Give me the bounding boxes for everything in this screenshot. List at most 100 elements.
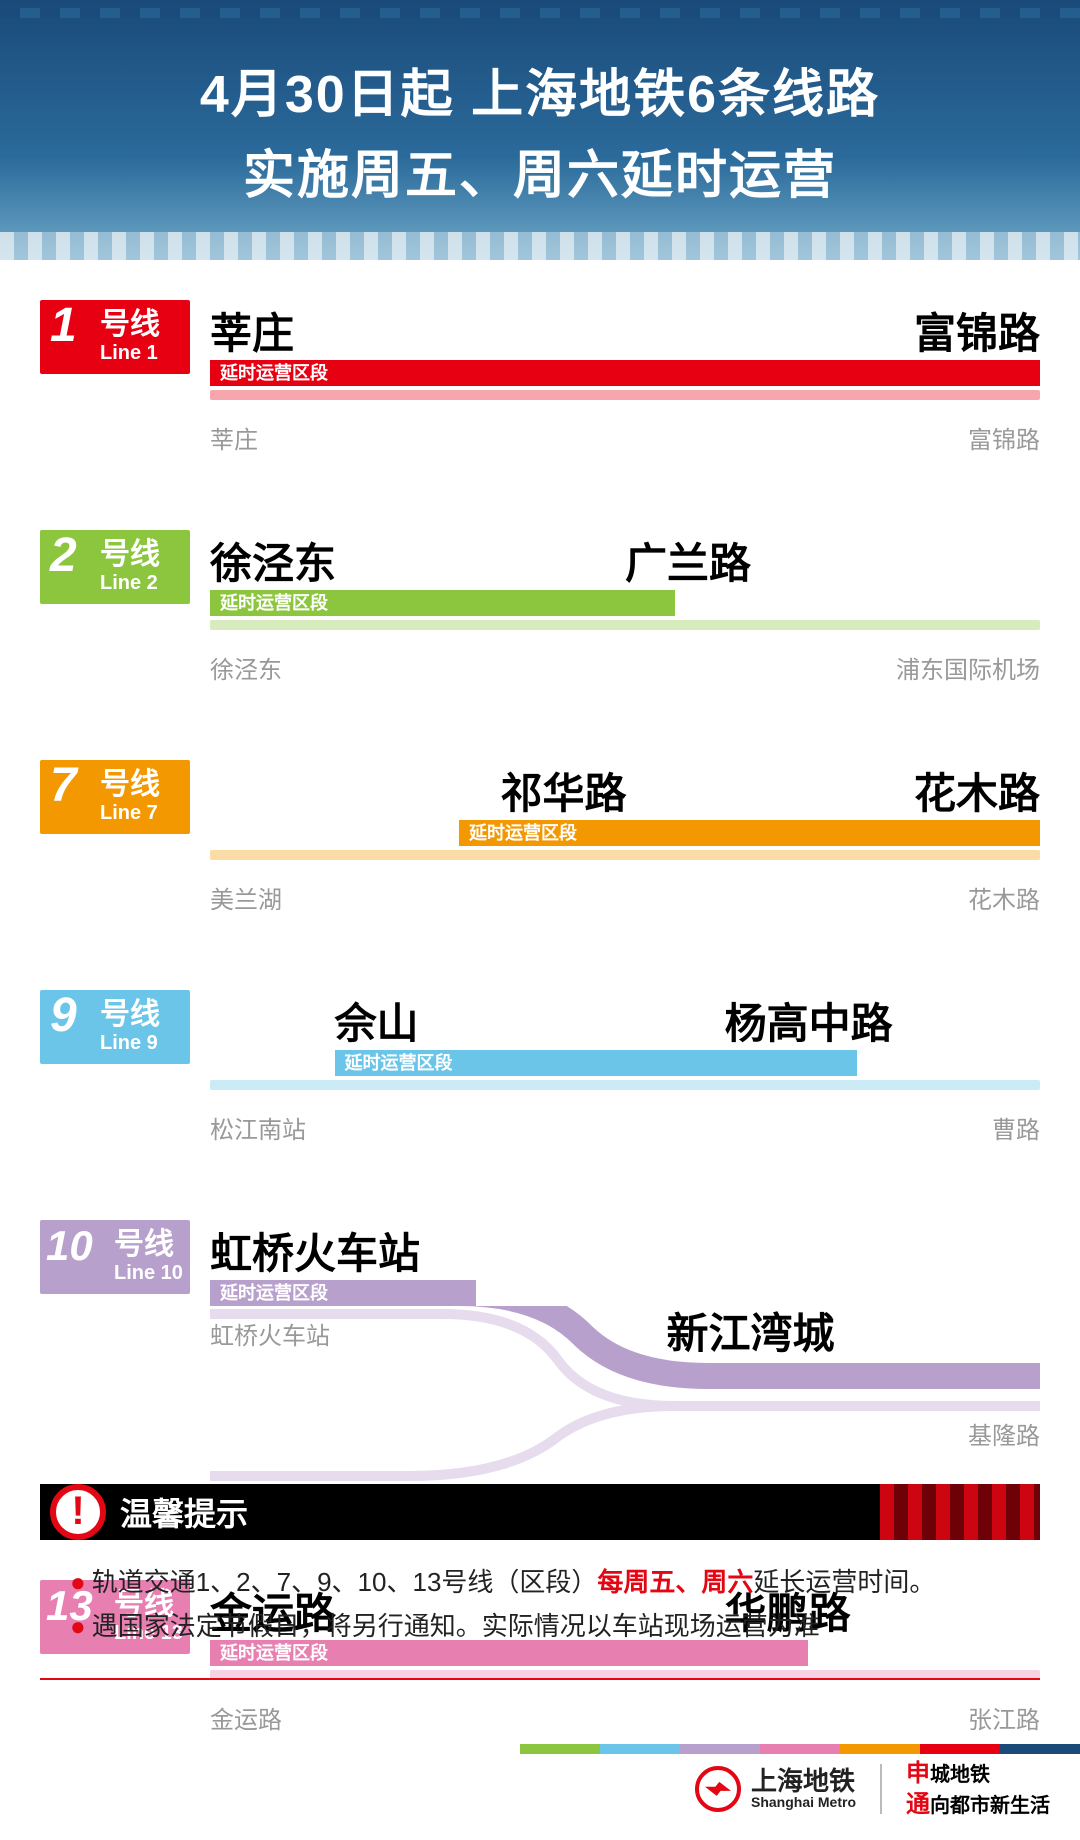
ext-segment-label: 延时运营区段 xyxy=(459,820,587,846)
header-title-line2: 实施周五、周六延时运营 xyxy=(243,133,837,208)
line-row-9: 9号线Line 9佘山杨高中路延时运营区段松江南站曹路 xyxy=(40,990,1040,1150)
bullet-dot-icon: ● xyxy=(70,1611,86,1641)
full-line-bar xyxy=(210,1080,1040,1090)
line-row-7: 7号线Line 7祁华路花木路延时运营区段美兰湖花木路 xyxy=(40,760,1040,920)
line-diagram: 莘庄富锦路延时运营区段莘庄富锦路 xyxy=(210,300,1040,460)
ext-segment-label: 延时运营区段 xyxy=(210,360,338,386)
bullet-dot-icon: ● xyxy=(70,1567,86,1597)
line-cn: 号线 xyxy=(100,770,190,800)
alert-icon: ! xyxy=(50,1484,106,1540)
notice-text: 轨道交通1、2、7、9、10、13号线（区段） xyxy=(92,1567,598,1597)
line-number: 2 xyxy=(50,528,77,583)
ext-end-station: 广兰路 xyxy=(625,530,751,591)
full-start-station: 松江南站 xyxy=(210,1110,306,1145)
full-end-station: 浦东国际机场 xyxy=(896,650,1040,685)
full-line-bar xyxy=(210,620,1040,630)
vertical-divider xyxy=(880,1764,882,1814)
branch-diagram xyxy=(210,1306,1040,1506)
full-line-bar xyxy=(210,850,1040,860)
line-en: Line 1 xyxy=(100,342,190,365)
line-badge-9: 9 号线Line 9 xyxy=(40,990,190,1064)
ext-end-station: 花木路 xyxy=(914,760,1040,821)
full-end-station: 基隆路 xyxy=(968,1416,1040,1451)
slogan-char: 通 xyxy=(906,1791,930,1818)
stripe-segment xyxy=(760,1744,840,1754)
notice-bullet-2: ●遇国家法定节假日，将另行通知。实际情况以车站现场运营为准 xyxy=(70,1604,1020,1648)
stripe-segment xyxy=(520,1744,600,1754)
footer-slogan: 申城地铁 通向都市新生活 xyxy=(906,1758,1050,1820)
notice-body: ●轨道交通1、2、7、9、10、13号线（区段）每周五、周六延长运营时间。 ●遇… xyxy=(40,1540,1040,1680)
line-diagram: 虹桥火车站新江湾城延时运营区段虹桥火车站基隆路航中路 xyxy=(210,1220,1040,1480)
line-row-1: 1号线Line 1莘庄富锦路延时运营区段莘庄富锦路 xyxy=(40,300,1040,460)
line-en: Line 7 xyxy=(100,802,190,825)
line-cn: 号线 xyxy=(100,540,190,570)
full-start-station: 虹桥火车站 xyxy=(210,1316,330,1351)
stripe-segment xyxy=(680,1744,760,1754)
line-badge-10: 10 号线Line 10 xyxy=(40,1220,190,1294)
notice-text: 遇国家法定节假日，将另行通知。实际情况以车站现场运营为准 xyxy=(92,1611,820,1641)
stripe-segment xyxy=(920,1744,1000,1754)
notice-text: 延长运营时间。 xyxy=(753,1567,935,1597)
metro-mark-icon xyxy=(695,1766,741,1812)
notice-highlight: 每周五、周六 xyxy=(597,1567,753,1597)
line-number: 1 xyxy=(50,298,77,353)
notice-box: ! 温馨提示 ●轨道交通1、2、7、9、10、13号线（区段）每周五、周六延长运… xyxy=(40,1484,1040,1680)
line-en: Line 10 xyxy=(114,1262,190,1285)
line-bars: 延时运营区段 xyxy=(210,590,1040,634)
full-start-station: 美兰湖 xyxy=(210,880,282,915)
line-cn: 号线 xyxy=(114,1230,190,1260)
line-en: Line 9 xyxy=(100,1032,190,1055)
line-diagram: 佘山杨高中路延时运营区段松江南站曹路 xyxy=(210,990,1040,1150)
full-end-station: 花木路 xyxy=(968,880,1040,915)
ext-start-station: 祁华路 xyxy=(501,760,627,821)
line-badge-2: 2 号线Line 2 xyxy=(40,530,190,604)
line-row-10: 10号线Line 10虹桥火车站新江湾城延时运营区段虹桥火车站基隆路航中路 xyxy=(40,1220,1040,1480)
stripe-segment xyxy=(600,1744,680,1754)
footer: 上海地铁 Shanghai Metro 申城地铁 通向都市新生活 xyxy=(0,1710,1080,1840)
footer-logos: 上海地铁 Shanghai Metro 申城地铁 通向都市新生活 xyxy=(695,1758,1050,1820)
line-number: 9 xyxy=(50,988,77,1043)
line-row-2: 2号线Line 2徐泾东广兰路延时运营区段徐泾东浦东国际机场 xyxy=(40,530,1040,690)
ext-segment-label: 延时运营区段 xyxy=(210,1280,338,1306)
ext-start-station: 莘庄 xyxy=(210,300,294,361)
line-number: 7 xyxy=(50,758,77,813)
line-diagram: 祁华路花木路延时运营区段美兰湖花木路 xyxy=(210,760,1040,920)
full-start-station: 莘庄 xyxy=(210,420,258,455)
line-bars: 延时运营区段虹桥火车站基隆路航中路 xyxy=(210,1280,1040,1480)
ext-end-station: 富锦路 xyxy=(914,300,1040,361)
slogan-char: 申 xyxy=(906,1760,930,1787)
header-banner: 4月30日起 上海地铁6条线路 实施周五、周六延时运营 xyxy=(0,0,1080,260)
metro-logo-text: 上海地铁 Shanghai Metro xyxy=(751,1767,856,1811)
brand-en: Shanghai Metro xyxy=(751,1795,856,1810)
ext-segment-label: 延时运营区段 xyxy=(210,590,338,616)
slogan-text: 向都市新生活 xyxy=(930,1795,1050,1817)
line-en: Line 2 xyxy=(100,572,190,595)
slogan-text: 城地铁 xyxy=(930,1764,990,1786)
stripe-segment xyxy=(840,1744,920,1754)
line-cn: 号线 xyxy=(100,1000,190,1030)
header-title-line1: 4月30日起 上海地铁6条线路 xyxy=(200,52,880,127)
ext-segment-label: 延时运营区段 xyxy=(335,1050,463,1076)
notice-heading-text: 温馨提示 xyxy=(120,1489,248,1535)
line-bars: 延时运营区段 xyxy=(210,1050,1040,1094)
full-line-bar xyxy=(210,390,1040,400)
notice-checker-pattern xyxy=(880,1484,1040,1540)
ext-end-station: 杨高中路 xyxy=(725,990,893,1051)
notice-bullet-1: ●轨道交通1、2、7、9、10、13号线（区段）每周五、周六延长运营时间。 xyxy=(70,1560,1020,1604)
line-badge-7: 7 号线Line 7 xyxy=(40,760,190,834)
brand-cn: 上海地铁 xyxy=(751,1767,856,1796)
ext-start-station: 虹桥火车站 xyxy=(210,1220,420,1281)
footer-color-stripe xyxy=(520,1744,1080,1754)
header-top-stripe xyxy=(0,8,1080,18)
line-badge-1: 1 号线Line 1 xyxy=(40,300,190,374)
metro-logo: 上海地铁 Shanghai Metro xyxy=(695,1766,856,1812)
line-number: 10 xyxy=(46,1222,93,1270)
notice-heading-bar: ! 温馨提示 xyxy=(40,1484,1040,1540)
ext-start-station: 佘山 xyxy=(335,990,419,1051)
full-end-station: 富锦路 xyxy=(968,420,1040,455)
line-bars: 延时运营区段 xyxy=(210,820,1040,864)
ext-start-station: 徐泾东 xyxy=(210,530,336,591)
header-checker-pattern xyxy=(0,232,1080,260)
line-cn: 号线 xyxy=(100,310,190,340)
full-start-station: 徐泾东 xyxy=(210,650,282,685)
